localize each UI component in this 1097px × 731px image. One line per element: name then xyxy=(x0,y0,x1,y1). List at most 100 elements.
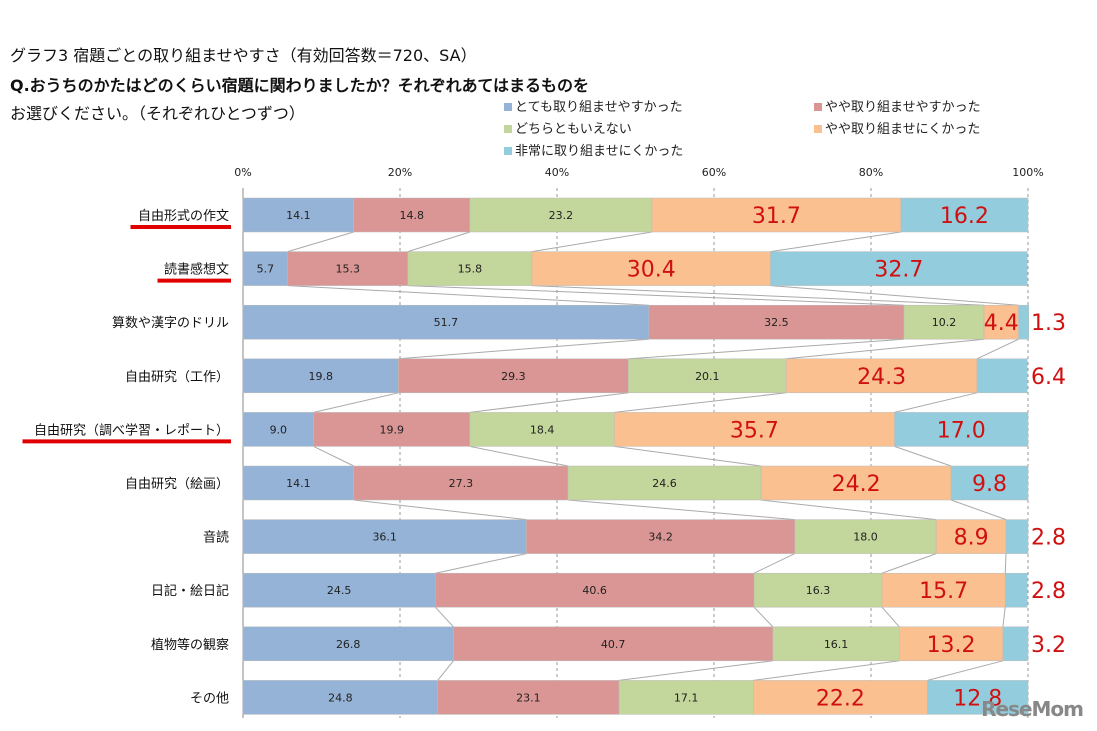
series-line xyxy=(894,445,952,467)
data-label: 51.7 xyxy=(434,316,459,329)
x-tick-label: 40% xyxy=(545,166,569,179)
bar-segment xyxy=(903,304,985,340)
bar-segment xyxy=(242,465,354,501)
data-label: 17.1 xyxy=(674,691,699,704)
bar-segment xyxy=(618,680,754,715)
bar-segment xyxy=(899,626,1004,662)
bar-segment xyxy=(760,465,952,501)
series-line xyxy=(287,285,649,306)
data-label: 19.9 xyxy=(380,423,405,436)
bar-segment xyxy=(437,680,620,715)
data-label: 15.3 xyxy=(336,263,361,276)
bar-segment xyxy=(353,465,569,501)
category-label: 自由研究（絵画） xyxy=(125,477,229,492)
data-label: 24.5 xyxy=(327,584,352,597)
data-label: 16.2 xyxy=(940,204,989,229)
data-label: 26.8 xyxy=(336,638,361,651)
legend-swatch xyxy=(504,147,512,155)
data-label: 23.2 xyxy=(549,209,574,222)
series-line xyxy=(753,660,900,681)
bar-segment xyxy=(785,358,978,394)
legend-label: やや取り組ませにくかった xyxy=(825,122,981,137)
x-tick-label: 80% xyxy=(859,166,883,179)
question-line-2: お選びください。（それぞれひとつずつ） xyxy=(10,104,305,123)
legend-label: どちらともいえない xyxy=(515,122,632,137)
bar-segment xyxy=(242,572,436,608)
series-line xyxy=(614,392,787,413)
series-line xyxy=(770,231,901,253)
data-label: 14.1 xyxy=(286,477,311,490)
series-line xyxy=(761,499,937,521)
series-line xyxy=(1002,607,1006,627)
series-line xyxy=(976,338,1019,360)
category-label: その他 xyxy=(190,691,229,706)
legend-label: やや取り組ませやすかった xyxy=(825,100,981,115)
data-label: 16.1 xyxy=(824,638,849,651)
data-label: 12.8 xyxy=(953,686,1002,711)
category-label: 算数や漢字のドリル xyxy=(112,316,229,331)
legend-item: とても取り組ませやすかった xyxy=(504,96,683,115)
data-label: 24.6 xyxy=(652,477,677,490)
bar-segment xyxy=(469,412,615,447)
series-line xyxy=(881,553,937,574)
bar-segment xyxy=(435,572,755,608)
category-label: 日記・絵日記 xyxy=(151,583,229,599)
bar-segment xyxy=(648,304,905,340)
data-label: 20.1 xyxy=(695,370,720,383)
data-label: 18.4 xyxy=(530,423,555,436)
data-label: 19.8 xyxy=(308,370,333,383)
bar-segment xyxy=(894,412,1029,447)
data-label: 1.3 xyxy=(1031,311,1066,336)
data-label: 24.8 xyxy=(328,691,353,704)
series-line xyxy=(434,606,454,628)
series-line xyxy=(313,392,399,413)
data-label: 35.7 xyxy=(730,418,779,443)
category-label: 自由形式の作文 xyxy=(138,209,229,224)
bar-segment xyxy=(398,358,629,394)
data-label: 22.2 xyxy=(816,686,865,711)
legend-label: とても取り組ませやすかった xyxy=(515,100,683,115)
legend-item: どちらともいえない xyxy=(504,118,632,137)
bar-segment xyxy=(453,626,774,662)
bar-segment xyxy=(881,572,1006,608)
x-tick-label: 0% xyxy=(234,166,251,179)
bar-segment xyxy=(407,251,533,286)
series-line xyxy=(398,338,649,360)
series-line xyxy=(287,231,354,253)
series-line xyxy=(567,499,795,521)
data-label: 4.4 xyxy=(984,311,1019,336)
series-line xyxy=(753,553,796,574)
bar-segment xyxy=(313,412,471,447)
legend-swatch xyxy=(504,103,512,111)
bar-segment xyxy=(950,465,1029,501)
bar-segment xyxy=(983,304,1019,340)
legend-item: 非常に取り組ませにくかった xyxy=(504,140,683,159)
x-tick-label: 20% xyxy=(388,166,412,179)
legend-label: 非常に取り組ませにくかった xyxy=(515,144,684,159)
bar-segment xyxy=(242,680,438,715)
data-label: 14.8 xyxy=(400,209,425,222)
legend-item: やや取り組ませにくかった xyxy=(814,118,980,137)
bar-segment xyxy=(1002,626,1029,662)
data-label: 3.2 xyxy=(1031,633,1066,658)
legend-item: やや取り組ませやすかった xyxy=(814,96,981,115)
data-label: 6.4 xyxy=(1031,365,1066,390)
data-label: 34.2 xyxy=(648,531,673,544)
bar-segment xyxy=(1004,572,1028,608)
series-line xyxy=(614,445,762,467)
series-line xyxy=(628,338,905,360)
bar-segment xyxy=(927,680,1029,715)
data-label: 29.3 xyxy=(501,370,526,383)
series-line xyxy=(407,285,904,306)
data-label: 15.8 xyxy=(458,263,483,276)
resemom-logo: ReseMom xyxy=(981,697,1084,721)
data-label: 31.7 xyxy=(752,204,801,229)
data-label: 9.0 xyxy=(270,423,288,436)
legend-swatch xyxy=(814,125,822,133)
data-label: 5.7 xyxy=(257,263,275,276)
series-line xyxy=(1004,553,1007,574)
series-line xyxy=(770,285,1019,306)
bar-segment xyxy=(242,251,288,286)
bar-segment xyxy=(242,358,399,394)
data-label: 32.5 xyxy=(764,316,789,329)
